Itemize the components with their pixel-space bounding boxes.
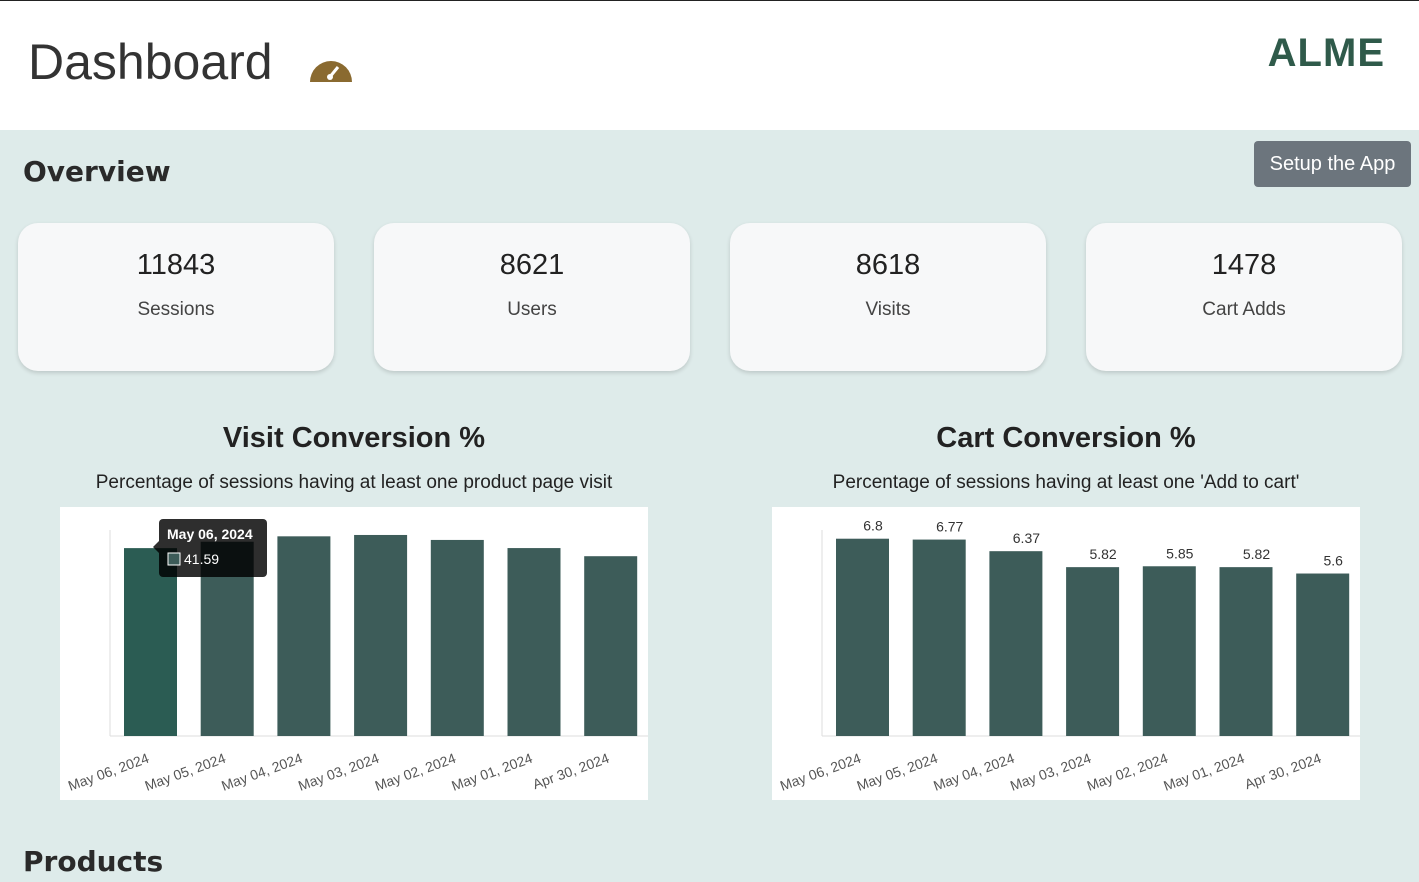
- x-tick-label: May 04, 2024: [931, 750, 1016, 794]
- bar: [430, 539, 484, 736]
- bar: [124, 548, 177, 736]
- stat-label: Sessions: [137, 299, 215, 320]
- section-heading: Products: [23, 845, 164, 878]
- bar: [1296, 573, 1350, 736]
- x-tick-label: May 02, 2024: [1085, 750, 1170, 794]
- tooltip: May 06, 2024 41.59: [153, 519, 267, 577]
- data-label: 5.6: [1323, 553, 1343, 569]
- x-tick-label: May 06, 2024: [778, 750, 863, 794]
- bar: [1066, 567, 1120, 736]
- tooltip-box: [159, 519, 267, 577]
- tooltip-swatch: [167, 552, 181, 566]
- data-label: 6.77: [936, 519, 963, 535]
- bar: [1142, 566, 1196, 736]
- stat-card: 8621 Users: [374, 223, 690, 371]
- stat-label: Users: [507, 299, 557, 320]
- x-tick-label: May 03, 2024: [296, 750, 381, 794]
- bar: [354, 534, 408, 736]
- stat-value: 11843: [136, 249, 216, 281]
- data-label: 5.82: [1089, 546, 1116, 562]
- x-tick-label: May 01, 2024: [1161, 750, 1246, 794]
- chart-title: Visit Conversion %: [222, 422, 486, 454]
- section-heading: Overview: [23, 155, 171, 188]
- x-tick-label: May 01, 2024: [449, 750, 534, 794]
- gauge-icon: [310, 61, 352, 82]
- logo: ALME: [1267, 31, 1385, 75]
- tooltip-value: 41.59: [184, 551, 219, 567]
- stat-value: 8618: [855, 249, 921, 281]
- bar: [836, 538, 889, 736]
- data-label: 5.85: [1166, 545, 1193, 561]
- stat-label: Visits: [865, 299, 911, 320]
- bar: [1219, 567, 1273, 736]
- bar: [989, 551, 1043, 736]
- stat-value: 1478: [1211, 249, 1277, 281]
- x-tick-label: May 06, 2024: [66, 750, 151, 794]
- tooltip-title: May 06, 2024: [167, 526, 253, 542]
- x-tick-label: May 05, 2024: [855, 750, 940, 794]
- chart-subtitle: Percentage of sessions having at least o…: [95, 472, 613, 493]
- x-tick-label: May 03, 2024: [1008, 750, 1093, 794]
- x-tick-label: May 05, 2024: [143, 750, 228, 794]
- stat-label: Cart Adds: [1202, 299, 1286, 320]
- bar: [584, 556, 638, 736]
- bar: [277, 536, 331, 736]
- stat-value: 8621: [499, 249, 565, 281]
- tooltip-arrow: [153, 541, 159, 553]
- data-label: 5.82: [1243, 546, 1270, 562]
- data-label: 6.37: [1013, 530, 1040, 546]
- chart-subtitle: Percentage of sessions having at least o…: [832, 472, 1300, 493]
- stat-card: 8618 Visits: [730, 223, 1046, 371]
- x-tick-label: May 02, 2024: [373, 750, 458, 794]
- x-tick-label: Apr 30, 2024: [530, 750, 611, 793]
- chart: 6.8 May 06, 2024 6.77 May 05, 2024 6.37 May 0…: [772, 507, 1360, 800]
- stat-card: 11843 Sessions: [18, 223, 334, 371]
- bar: [912, 539, 966, 736]
- x-tick-label: Apr 30, 2024: [1242, 750, 1323, 793]
- bar: [507, 548, 561, 736]
- setup-button[interactable]: Setup the App: [1254, 141, 1411, 187]
- page-title: Dashboard: [28, 34, 273, 90]
- chart-title: Cart Conversion %: [936, 422, 1196, 454]
- data-label: 6.8: [863, 518, 883, 534]
- stat-card: 1478 Cart Adds: [1086, 223, 1402, 371]
- x-tick-label: May 04, 2024: [219, 750, 304, 794]
- header: Dashboard ALME: [0, 0, 1419, 130]
